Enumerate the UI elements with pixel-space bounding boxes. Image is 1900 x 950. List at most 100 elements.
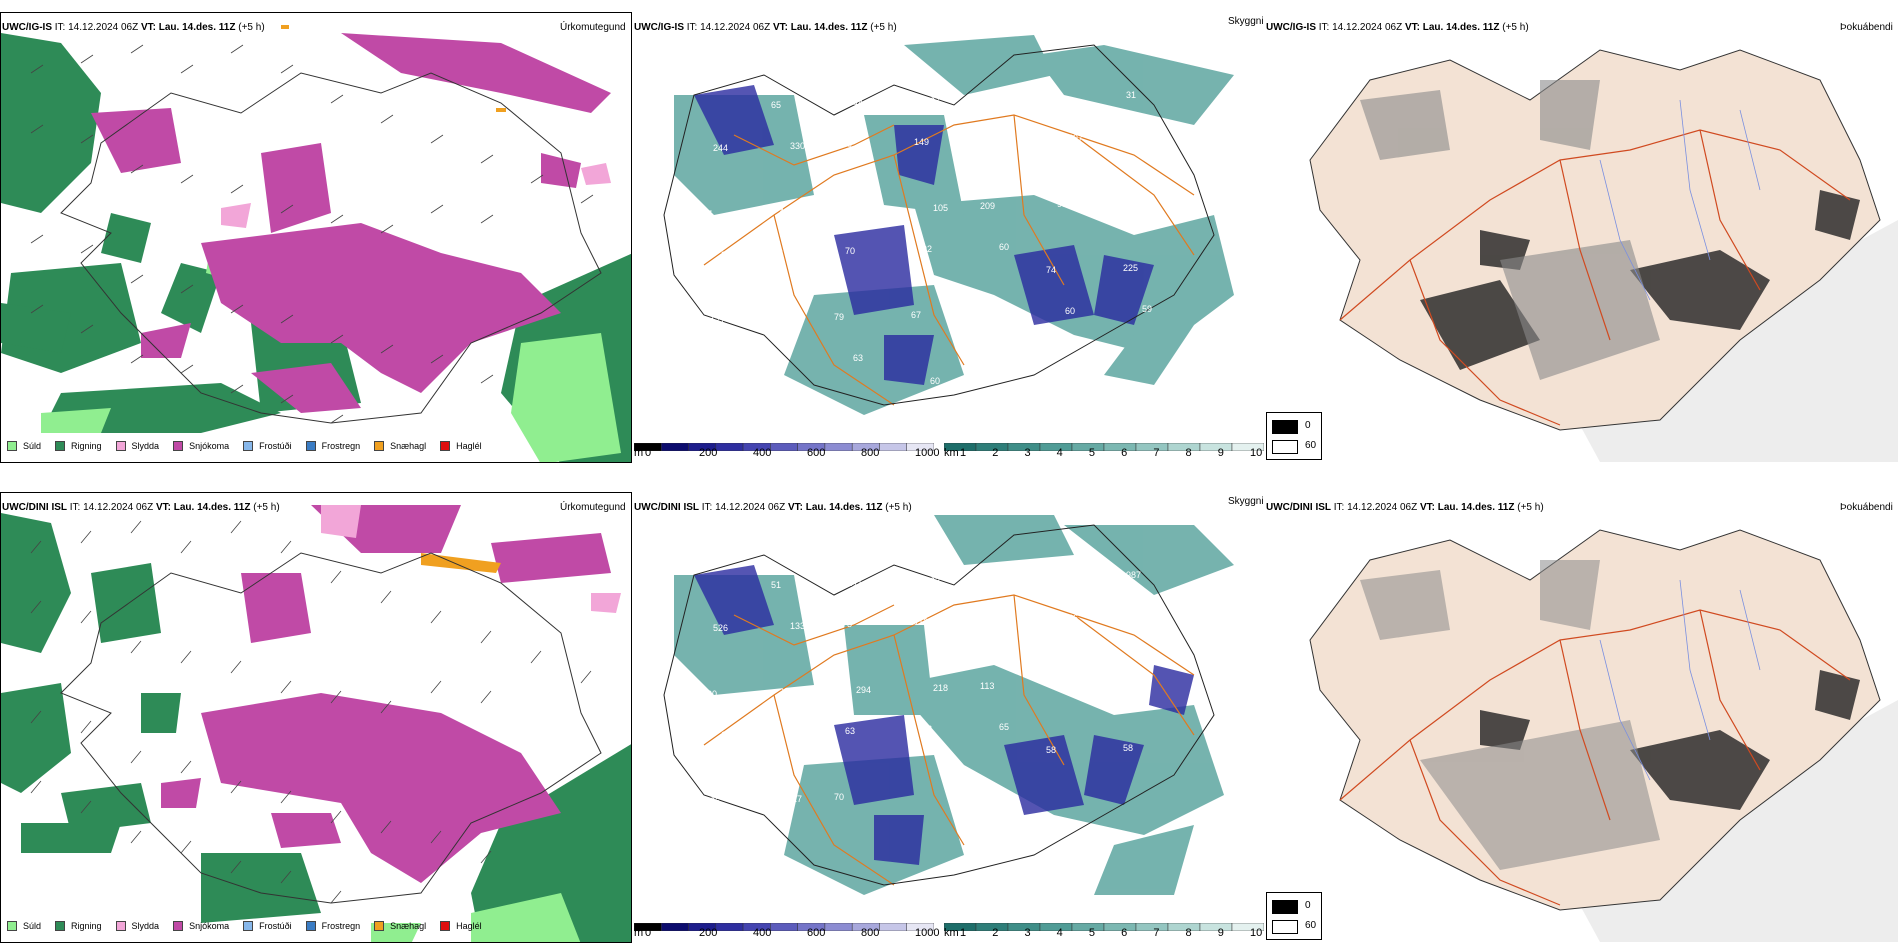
colorbar-tick-label: 7 (1153, 447, 1160, 459)
cloud-base-label: 58 (1123, 743, 1133, 753)
lead-time: (+5 h) (1517, 502, 1544, 513)
cloud-base-label: 897 (1068, 133, 1083, 143)
visibility-colorbar (943, 918, 1265, 932)
cloud-base-label: 133 (790, 621, 805, 631)
cloud-base-label: 101 (694, 557, 709, 567)
legend-label: Frostúði (259, 441, 292, 451)
cloud-base-label: 177 (1002, 574, 1017, 584)
fog-panel-header: UWC/DINI ISL IT: 14.12.2024 06Z VT: Lau.… (1266, 502, 1544, 514)
legend-item-rigning: Rigning (55, 441, 102, 451)
visibility-unit: km (944, 927, 959, 939)
valid-time-label: VT: (787, 502, 803, 513)
model-name: UWC/IG-IS (1266, 22, 1316, 33)
fog-dark-areas (1420, 190, 1860, 370)
legend-item-snaehagl: Snæhagl (374, 441, 426, 451)
precip-type-map (0, 12, 632, 463)
legend-swatch (374, 441, 385, 451)
model-name: UWC/DINI ISL (1266, 502, 1331, 513)
cloud-base-label: 68 (922, 724, 932, 734)
init-time-value: 14.12.2024 06Z (700, 22, 771, 33)
cloud-base-label: 216 (721, 250, 736, 260)
cloud-base-label: 217 (787, 794, 802, 804)
precip-legend: Súld Rigning Slydda Snjókoma Frostúði Fr… (7, 441, 496, 451)
legend-label: Frostregn (321, 921, 361, 931)
colorbar-tick-label: 7 (1153, 927, 1160, 939)
colorbar-tick-label: 200 (699, 927, 718, 939)
legend-label: Rigning (71, 921, 102, 931)
cloud-base-label: 145 (1057, 679, 1072, 689)
legend-label: Rigning (71, 441, 102, 451)
vis-panel-title: Skyggni (1228, 496, 1264, 507)
precip-sleet-areas (221, 163, 611, 228)
legend-item-haglel: Haglél (440, 921, 482, 931)
forecast-row-2: UWC/DINI ISL IT: 14.12.2024 06Z VT: Lau.… (0, 480, 1900, 950)
legend-item-slydda: Slydda (115, 441, 159, 451)
legend-label: Snjókoma (189, 441, 230, 451)
cloud-base-label: 987 (1126, 570, 1141, 580)
legend-label: Frostregn (321, 441, 361, 451)
fog-legend-label: 0 (1305, 420, 1311, 431)
legend-label: Snæhagl (390, 441, 427, 451)
wind-barbs (30, 44, 594, 424)
cloud-base-label: 449 (779, 207, 794, 217)
cloud-base-label: 970 (837, 139, 852, 149)
colorbar-tick-label: 2 (992, 927, 999, 939)
cloud-base-label: 67 (911, 310, 921, 320)
colorbar-tick-label: 0 (645, 447, 652, 459)
legend-label: Súld (23, 441, 42, 451)
roads (1339, 129, 1851, 426)
lead-time: (+5 h) (238, 22, 265, 33)
precip-panel-header: UWC/DINI ISL IT: 14.12.2024 06Z VT: Lau.… (2, 502, 280, 514)
cloud-base-label: 31 (1126, 90, 1136, 100)
colorbar-tick-label: 10 (1250, 447, 1263, 459)
cloud-base-label: 198 (1115, 156, 1130, 166)
precip-panel-title: Úrkomutegund (560, 502, 626, 513)
legend-swatch (115, 441, 126, 451)
legend-item-frostudi: Frostúði (243, 921, 292, 931)
cloud-base-label: 526 (713, 623, 728, 633)
cloud-base-label: 173 (837, 619, 852, 629)
fog-legend: 0 60 (1266, 412, 1322, 460)
legend-label: Slydda (131, 921, 160, 931)
fog-legend: 0 60 (1266, 892, 1322, 940)
cloud-base-label: 51 (771, 580, 781, 590)
precip-snowgrains-areas (281, 25, 506, 112)
fog-dark-areas (1480, 670, 1860, 810)
colorbar-tick-label: 2 (992, 447, 999, 459)
cloud-base-label: 228 (779, 687, 794, 697)
precip-panel-title: Úrkomutegund (560, 22, 626, 33)
colorbar-tick-label: 1 (960, 447, 967, 459)
colorbar-tick-label: 400 (753, 447, 772, 459)
valid-time-value: Lau. 14.des. 11Z (173, 502, 251, 513)
visibility-map-svg: 101 51 411 422 177 180 987 526 133 173 113 165 86 85 4… (663, 515, 1234, 895)
legend-item-snaehagl: Snæhagl (374, 921, 426, 931)
fog-legend-swatch-dark (1272, 420, 1298, 434)
cloud-base-label: 244 (713, 143, 728, 153)
cloud-base-labels: 101 51 411 422 177 180 987 526 133 173 113 165 86 85 4… (694, 557, 1149, 806)
legend-item-sudl: Súld (7, 921, 41, 931)
legend-label: Frostúði (259, 921, 292, 931)
legend-label: Snæhagl (390, 921, 427, 931)
precip-rain-areas (1, 513, 631, 942)
legend-swatch (243, 441, 254, 451)
legend-label: Haglél (456, 921, 482, 931)
colorbar-tick-label: 10 (1250, 927, 1263, 939)
cloud-base-label: 85 (1115, 636, 1125, 646)
cloud-base-colorbar-svg (633, 922, 935, 932)
vis-panel-header: UWC/DINI ISL IT: 14.12.2024 06Z VT: Lau.… (634, 502, 912, 514)
cloud-base-label: 80 (1049, 92, 1059, 102)
legend-swatch (440, 441, 451, 451)
legend-swatch (374, 921, 385, 931)
legend-swatch (7, 921, 17, 931)
valid-time-value: Lau. 14.des. 11Z (1422, 22, 1500, 33)
cloud-base-label: 63 (845, 726, 855, 736)
init-time-label: IT: (69, 502, 81, 513)
legend-item-haglel: Haglél (440, 441, 482, 451)
legend-item-snjokoma: Snjókoma (173, 441, 229, 451)
cloud-base-label: 113 (980, 681, 994, 691)
cloud-base-label: 218 (933, 683, 948, 693)
legend-swatch (440, 921, 451, 931)
cloud-base-label: 294 (856, 685, 871, 695)
iceland-coastline (663, 524, 1215, 886)
legend-item-frostregn: Frostregn (305, 441, 361, 451)
